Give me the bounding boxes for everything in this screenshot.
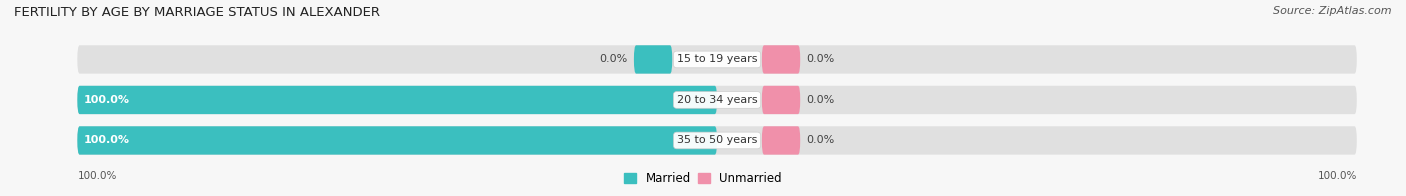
FancyBboxPatch shape [762,86,800,114]
FancyBboxPatch shape [762,126,800,155]
FancyBboxPatch shape [77,86,717,114]
Text: 0.0%: 0.0% [599,54,627,64]
FancyBboxPatch shape [762,45,800,74]
Text: 100.0%: 100.0% [84,135,129,145]
FancyBboxPatch shape [77,45,1357,74]
Text: 20 to 34 years: 20 to 34 years [676,95,758,105]
Text: Source: ZipAtlas.com: Source: ZipAtlas.com [1274,6,1392,16]
Text: 0.0%: 0.0% [807,95,835,105]
FancyBboxPatch shape [77,126,717,155]
Text: 15 to 19 years: 15 to 19 years [676,54,758,64]
FancyBboxPatch shape [634,45,672,74]
Text: FERTILITY BY AGE BY MARRIAGE STATUS IN ALEXANDER: FERTILITY BY AGE BY MARRIAGE STATUS IN A… [14,6,380,19]
Text: 100.0%: 100.0% [77,171,117,181]
Text: 100.0%: 100.0% [84,95,129,105]
Legend: Married, Unmarried: Married, Unmarried [620,168,786,190]
Text: 0.0%: 0.0% [807,54,835,64]
Text: 35 to 50 years: 35 to 50 years [676,135,758,145]
Text: 0.0%: 0.0% [807,135,835,145]
FancyBboxPatch shape [77,86,1357,114]
Text: 100.0%: 100.0% [1317,171,1357,181]
FancyBboxPatch shape [77,126,1357,155]
